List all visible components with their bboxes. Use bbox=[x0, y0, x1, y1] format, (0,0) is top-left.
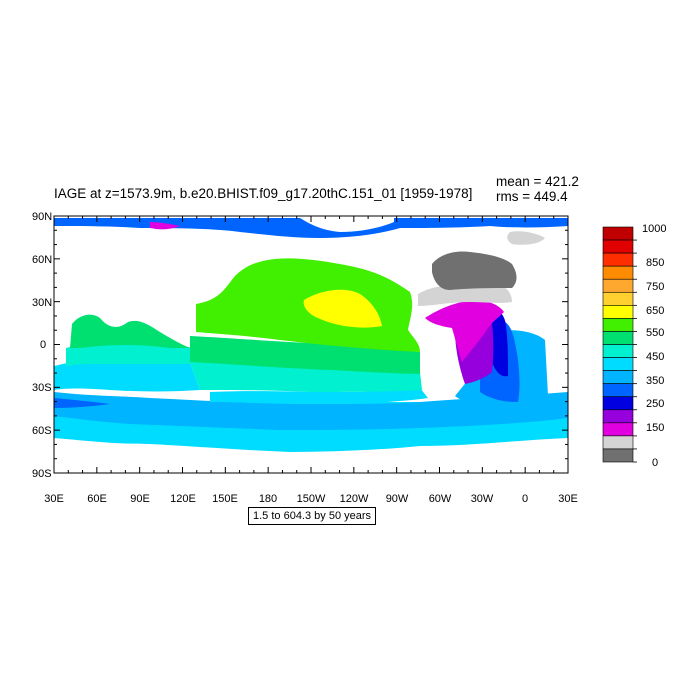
lon-label: 0 bbox=[522, 493, 528, 505]
lon-label: 90W bbox=[386, 493, 409, 505]
lon-label: 180 bbox=[259, 493, 277, 505]
colorbar-label: 550 bbox=[646, 327, 664, 339]
colorbar-swatch bbox=[602, 448, 634, 463]
lat-label: 30N bbox=[32, 297, 52, 309]
plot-title: IAGE at z=1573.9m, b.e20.BHIST.f09_g17.2… bbox=[54, 186, 473, 201]
lon-label: 30W bbox=[471, 493, 494, 505]
lon-label: 120W bbox=[340, 493, 369, 505]
atlantic-dark-gray bbox=[432, 251, 517, 290]
lat-label: 0 bbox=[40, 339, 46, 351]
rms-stat: rms = 449.4 bbox=[496, 189, 568, 204]
colorbar-label: 350 bbox=[646, 375, 664, 387]
colorbar-swatch bbox=[602, 344, 634, 358]
lat-label: 90S bbox=[32, 468, 52, 480]
arctic-blue bbox=[54, 218, 568, 238]
lon-label: 120E bbox=[170, 493, 196, 505]
colorbar bbox=[602, 226, 637, 463]
lat-label: 30S bbox=[32, 382, 52, 394]
pacific-yellow bbox=[303, 289, 382, 328]
colorbar-swatch bbox=[602, 396, 634, 411]
indian-ocean-north bbox=[70, 314, 190, 348]
lon-label: 30E bbox=[44, 493, 64, 505]
longitude-labels: 30E 60E 90E 120E 150E 180 150W 120W 90W … bbox=[44, 493, 578, 505]
lon-label: 150E bbox=[212, 493, 238, 505]
latitude-labels: 90N 60N 30N 0 30S 60S 90S bbox=[32, 211, 52, 480]
colorbar-swatch bbox=[602, 252, 634, 267]
colorbar-label: 850 bbox=[646, 257, 664, 269]
pacific-aqua bbox=[190, 362, 422, 392]
pacific-south bbox=[210, 388, 428, 404]
lat-label: 60S bbox=[32, 425, 52, 437]
colorbar-swatch bbox=[602, 239, 634, 254]
lon-label: 30E bbox=[558, 493, 578, 505]
southern-ocean-deep-blue bbox=[54, 398, 110, 408]
colorbar-label: 1000 bbox=[642, 223, 666, 235]
ocean-field bbox=[54, 216, 568, 473]
colorbar-swatch bbox=[602, 291, 634, 306]
colorbar-swatch bbox=[602, 409, 634, 424]
pacific-spring-green bbox=[190, 336, 420, 374]
colorbar-label: 250 bbox=[646, 398, 664, 410]
lon-label: 60W bbox=[429, 493, 452, 505]
lat-label: 60N bbox=[32, 254, 52, 266]
colorbar-swatch bbox=[602, 265, 634, 280]
colorbar-swatch bbox=[602, 226, 634, 241]
lon-label: 90E bbox=[130, 493, 150, 505]
colorbar-swatch bbox=[602, 357, 634, 371]
colorbar-label: 450 bbox=[646, 351, 664, 363]
colorbar-swatch bbox=[602, 331, 634, 345]
colorbar-labels: 1000 850 750 650 550 450 350 250 150 0 bbox=[642, 223, 666, 469]
contour-range-label: 1.5 to 604.3 by 50 years bbox=[248, 507, 377, 525]
colorbar-swatch bbox=[602, 318, 634, 332]
arctic-light-gray bbox=[507, 231, 545, 245]
indian-ocean-south bbox=[54, 359, 200, 392]
colorbar-label: 750 bbox=[646, 281, 664, 293]
colorbar-swatch bbox=[602, 422, 634, 437]
colorbar-swatch bbox=[602, 305, 634, 319]
colorbar-swatch bbox=[602, 435, 634, 450]
colorbar-swatch bbox=[602, 370, 634, 384]
atlantic-magenta bbox=[425, 300, 504, 362]
colorbar-label: 650 bbox=[646, 305, 664, 317]
lon-label: 60E bbox=[87, 493, 107, 505]
colorbar-label: 150 bbox=[646, 422, 664, 434]
mean-stat: mean = 421.2 bbox=[496, 174, 579, 189]
colorbar-label: 0 bbox=[652, 457, 658, 469]
southern-ocean-blue bbox=[54, 392, 568, 430]
lat-label: 90N bbox=[32, 211, 52, 223]
arctic-magenta bbox=[150, 222, 180, 230]
colorbar-swatch bbox=[602, 278, 634, 293]
lon-label: 150W bbox=[297, 493, 326, 505]
axis-ticks bbox=[53, 215, 569, 474]
colorbar-swatch bbox=[602, 383, 634, 398]
